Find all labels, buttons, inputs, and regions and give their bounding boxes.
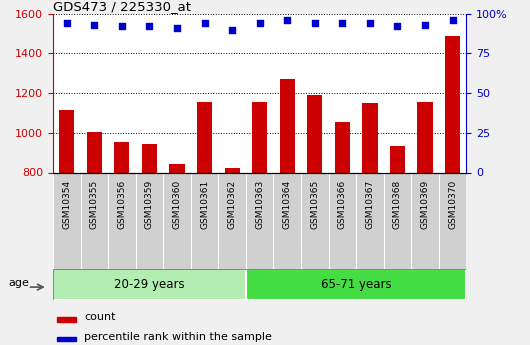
Point [448,17,457,23]
Bar [252,102,267,331]
Text: 65-71 years: 65-71 years [321,278,392,291]
Point [421,22,429,28]
Text: GSM10364: GSM10364 [283,180,292,229]
Point [366,21,374,26]
Text: count: count [84,312,116,322]
Bar [57,317,76,322]
Text: GSM10362: GSM10362 [228,180,236,229]
Point [90,22,99,28]
Bar [114,142,129,331]
Bar [246,269,466,300]
Point [393,24,402,29]
Bar [53,269,246,300]
Point [228,27,236,32]
Point [173,25,181,31]
Point [145,24,154,29]
Text: GDS473 / 225330_at: GDS473 / 225330_at [53,0,191,13]
Bar [418,102,432,331]
Text: 20-29 years: 20-29 years [114,278,185,291]
Bar [170,164,184,331]
Bar [225,168,240,331]
Bar [57,337,76,342]
Text: GSM10356: GSM10356 [118,180,126,229]
Bar [307,95,322,331]
Bar [445,36,460,331]
Bar [363,103,377,331]
Text: GSM10370: GSM10370 [448,180,457,229]
Text: GSM10361: GSM10361 [200,180,209,229]
Point [311,21,319,26]
Text: GSM10369: GSM10369 [421,180,429,229]
Point [338,21,347,26]
Point [255,21,264,26]
Bar [280,79,295,331]
Text: GSM10354: GSM10354 [63,180,71,229]
Text: GSM10368: GSM10368 [393,180,402,229]
Point [283,17,292,23]
Point [200,21,209,26]
Point [118,24,126,29]
Bar [87,132,102,331]
Text: GSM10367: GSM10367 [366,180,374,229]
Text: GSM10366: GSM10366 [338,180,347,229]
Bar [390,146,405,331]
Text: age: age [8,278,29,288]
Text: GSM10355: GSM10355 [90,180,99,229]
Bar [142,144,157,331]
Bar [59,110,74,331]
Bar [197,102,212,331]
Bar [335,122,350,331]
Text: GSM10365: GSM10365 [311,180,319,229]
Text: GSM10359: GSM10359 [145,180,154,229]
Text: GSM10363: GSM10363 [255,180,264,229]
Point [63,21,71,26]
Text: GSM10360: GSM10360 [173,180,181,229]
Text: percentile rank within the sample: percentile rank within the sample [84,332,272,342]
